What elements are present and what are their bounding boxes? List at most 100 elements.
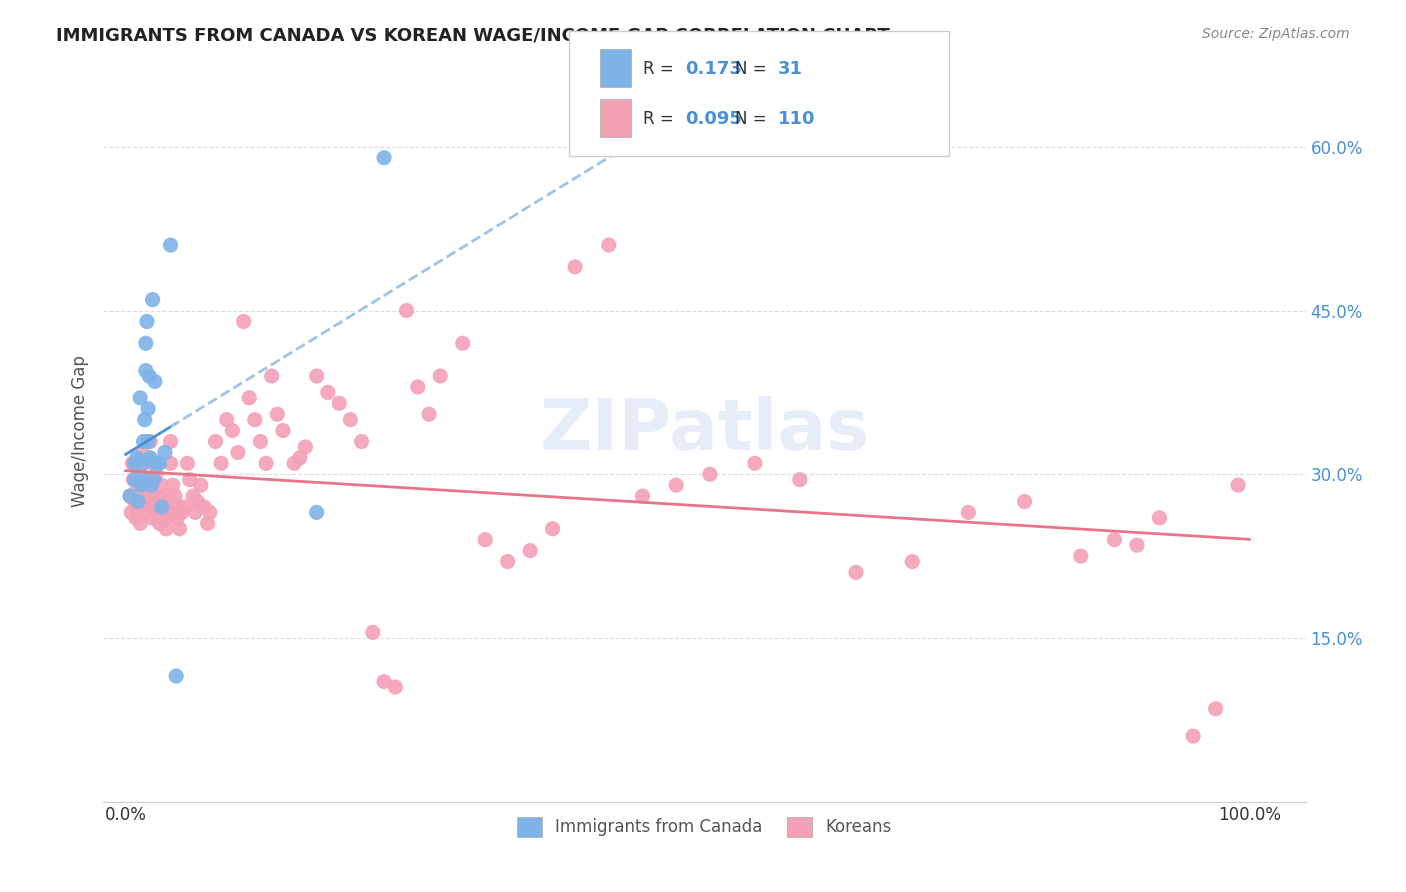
Point [139, 434, 162, 449]
Point [283, 456, 305, 470]
Point [1014, 494, 1036, 508]
Point [249, 434, 271, 449]
Point [120, 489, 142, 503]
Point [699, 467, 721, 482]
Point [152, 511, 174, 525]
Point [373, 674, 395, 689]
Point [159, 238, 181, 252]
Point [139, 473, 162, 487]
Point [429, 369, 451, 384]
Point [166, 511, 188, 525]
Point [190, 478, 212, 492]
Point [316, 385, 339, 400]
Point [142, 473, 165, 487]
Point [129, 467, 152, 482]
Point [132, 434, 155, 449]
Point [127, 500, 149, 514]
Point [1149, 511, 1171, 525]
Point [169, 522, 191, 536]
Point [135, 505, 157, 519]
Point [148, 516, 170, 531]
Point [232, 314, 254, 328]
Point [149, 500, 172, 514]
Point [384, 680, 406, 694]
Point [120, 489, 142, 503]
Point [1205, 702, 1227, 716]
Point [131, 478, 153, 492]
Point [186, 494, 208, 508]
Point [153, 494, 176, 508]
Text: 31: 31 [778, 60, 803, 78]
Point [132, 473, 155, 487]
Point [138, 369, 160, 384]
Point [305, 505, 328, 519]
Point [221, 424, 243, 438]
Point [1126, 538, 1149, 552]
Point [789, 473, 811, 487]
Point [128, 473, 150, 487]
Point [1070, 549, 1092, 563]
Point [145, 467, 167, 482]
Point [153, 445, 176, 459]
Point [141, 478, 163, 492]
Text: N =: N = [735, 110, 772, 128]
Point [361, 625, 384, 640]
Point [159, 456, 181, 470]
Point [136, 489, 159, 503]
Point [1104, 533, 1126, 547]
Point [143, 375, 166, 389]
Point [288, 450, 311, 465]
Point [474, 533, 496, 547]
Text: 0.095: 0.095 [685, 110, 741, 128]
Point [142, 489, 165, 503]
Text: R =: R = [643, 60, 679, 78]
Point [136, 483, 159, 498]
Point [204, 434, 226, 449]
Point [139, 450, 162, 465]
Point [305, 369, 328, 384]
Point [157, 511, 180, 525]
Y-axis label: Wage/Income Gap: Wage/Income Gap [72, 355, 89, 507]
Point [136, 314, 159, 328]
Point [209, 456, 232, 470]
Point [598, 238, 620, 252]
Point [124, 494, 146, 508]
Point [131, 445, 153, 459]
Point [156, 489, 179, 503]
Point [142, 293, 165, 307]
Point [179, 473, 201, 487]
Point [120, 505, 142, 519]
Point [135, 363, 157, 377]
Point [193, 500, 215, 514]
Point [134, 473, 156, 487]
Point [136, 450, 159, 465]
Point [665, 478, 688, 492]
Point [373, 151, 395, 165]
Point [294, 440, 316, 454]
Point [135, 336, 157, 351]
Point [125, 456, 148, 470]
Point [254, 456, 277, 470]
Point [153, 505, 176, 519]
Point [238, 391, 260, 405]
Point [266, 407, 288, 421]
Point [162, 478, 184, 492]
Point [159, 434, 181, 449]
Text: 0.173: 0.173 [685, 60, 741, 78]
Point [418, 407, 440, 421]
Point [744, 456, 766, 470]
Point [184, 505, 207, 519]
Point [150, 478, 173, 492]
Point [163, 505, 186, 519]
Point [121, 456, 143, 470]
Point [125, 450, 148, 465]
Point [519, 543, 541, 558]
Point [541, 522, 564, 536]
Point [146, 505, 169, 519]
Point [170, 505, 193, 519]
Point [141, 511, 163, 525]
Point [176, 456, 198, 470]
Point [124, 456, 146, 470]
Point [198, 505, 221, 519]
Point [124, 473, 146, 487]
